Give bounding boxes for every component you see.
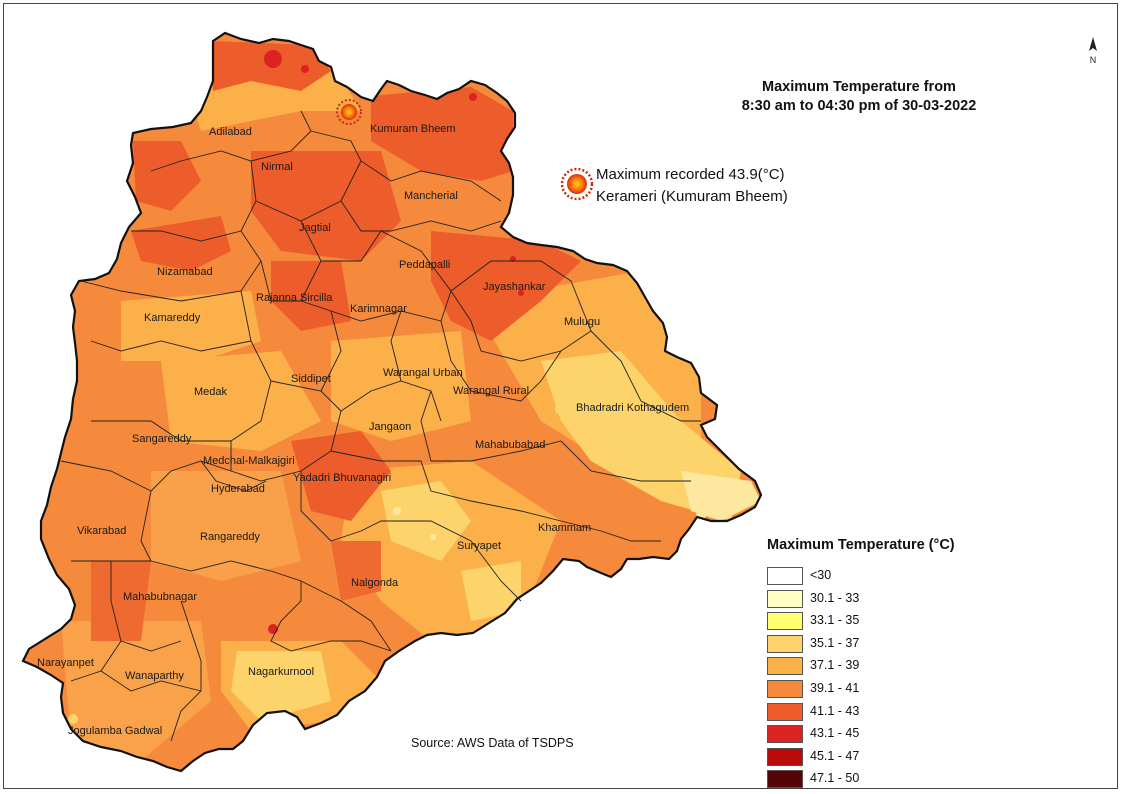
district-boundaries — [60, 110, 701, 742]
district-label: Adilabad — [209, 126, 252, 138]
legend-swatch — [767, 634, 803, 653]
district-label: Mancherial — [404, 190, 458, 202]
legend-label: 39.1 - 41 — [810, 680, 860, 695]
legend-label: 37.1 - 39 — [810, 658, 860, 673]
district-label: Vikarabad — [77, 525, 126, 537]
district-label: Khammam — [538, 522, 591, 534]
district-label: Peddapalli — [399, 259, 450, 271]
district-label: Siddipet — [291, 373, 331, 385]
state-temperature-map: Adilabad Kumuram Bheem Nirmal Mancherial… — [21, 31, 763, 773]
district-label: Jangaon — [369, 421, 411, 433]
legend-label: 33.1 - 35 — [810, 613, 860, 628]
max-recorded-value: Maximum recorded 43.9(°C) — [596, 166, 785, 183]
district-label: Nagarkurnool — [248, 666, 314, 678]
district-label: Nalgonda — [351, 577, 399, 589]
district-label: Jagtial — [299, 222, 331, 234]
legend-swatch — [767, 589, 803, 608]
legend-label: 35.1 - 37 — [810, 635, 860, 650]
district-label: Nizamabad — [157, 266, 213, 278]
district-label: Medchal-Malkajgiri — [203, 455, 295, 467]
legend-label: 43.1 - 45 — [810, 726, 860, 741]
district-label: Medak — [194, 386, 228, 398]
legend-title: Maximum Temperature (°C) — [767, 537, 955, 553]
district-label: Rajanna Sircilla — [256, 292, 333, 304]
district-label: Mahabubabad — [475, 439, 545, 451]
legend-swatch — [767, 725, 803, 744]
district-label: Warangal Urban — [383, 367, 463, 379]
district-label: Jayashankar — [483, 281, 546, 293]
max-recorded-info: Maximum recorded 43.9(°C) Kerameri (Kumu… — [560, 164, 788, 208]
legend-swatch — [767, 702, 803, 721]
district-label: Kamareddy — [144, 312, 201, 324]
district-label: Mulugu — [564, 316, 600, 328]
title-line-1: Maximum Temperature from — [762, 79, 956, 95]
legend-swatch — [767, 657, 803, 676]
district-label: Rangareddy — [200, 531, 260, 543]
district-label: Bhadradri Kothagudem — [576, 402, 689, 414]
legend-swatch — [767, 567, 803, 585]
district-label: Karimnagar — [350, 303, 407, 315]
sun-icon — [560, 167, 594, 201]
max-recorded-station: Kerameri (Kumuram Bheem) — [596, 188, 788, 205]
legend-label: 41.1 - 43 — [810, 703, 860, 718]
district-label: Nirmal — [261, 161, 293, 173]
district-label: Suryapet — [457, 540, 501, 552]
legend-swatch — [767, 770, 803, 789]
legend-label: 45.1 - 47 — [810, 748, 860, 763]
source-note: Source: AWS Data of TSDPS — [411, 736, 574, 750]
district-label: Sangareddy — [132, 433, 192, 445]
district-label: Warangal Rural — [453, 385, 529, 397]
district-label: Hyderabad — [211, 483, 265, 495]
legend-swatch — [767, 679, 803, 698]
temperature-zones — [23, 33, 761, 771]
map-frame: Adilabad Kumuram Bheem Nirmal Mancherial… — [3, 3, 1118, 789]
legend-swatch — [767, 612, 803, 631]
north-arrow: N — [1085, 35, 1101, 67]
district-label: Mahabubnagar — [123, 591, 197, 603]
district-label: Kumuram Bheem — [370, 123, 456, 135]
map-title: Maximum Temperature from 8:30 am to 04:3… — [704, 78, 1014, 116]
max-temp-marker — [336, 99, 362, 125]
district-label: Yadadri Bhuvanagiri — [293, 472, 391, 484]
legend-label: 30.1 - 33 — [810, 590, 860, 605]
district-label: Jogulamba Gadwal — [68, 725, 162, 737]
district-labels: Adilabad Kumuram Bheem Nirmal Mancherial… — [37, 123, 689, 737]
north-label: N — [1090, 55, 1097, 65]
district-label: Narayanpet — [37, 657, 94, 669]
title-line-2: 8:30 am to 04:30 pm of 30-03-2022 — [741, 98, 977, 114]
legend-label: <30 — [810, 568, 832, 582]
north-arrow-icon: N — [1089, 37, 1097, 65]
legend-swatch — [767, 747, 803, 766]
district-label: Wanaparthy — [125, 670, 184, 682]
legend-label: 47.1 - 50 — [810, 771, 860, 786]
